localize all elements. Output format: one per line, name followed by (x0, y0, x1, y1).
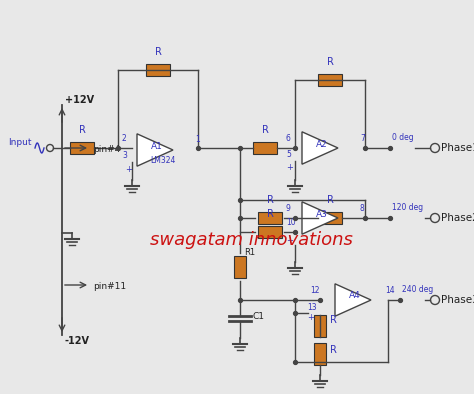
Text: +: + (286, 163, 293, 172)
Text: 12: 12 (310, 286, 319, 295)
Text: R: R (329, 345, 337, 355)
Bar (314, 343, 326, 365)
Text: R: R (155, 47, 162, 57)
Text: 14: 14 (385, 286, 395, 295)
Text: R: R (262, 125, 268, 135)
Text: +12V: +12V (65, 95, 94, 105)
Text: 6: 6 (286, 134, 291, 143)
Text: R: R (79, 125, 85, 135)
Text: Phase1: Phase1 (441, 143, 474, 153)
Text: R1: R1 (244, 248, 255, 257)
Text: +: + (125, 165, 132, 174)
Text: +: + (307, 313, 314, 322)
Text: +: + (286, 236, 293, 245)
Text: A1: A1 (151, 141, 163, 151)
Text: 3: 3 (122, 151, 127, 160)
Text: 10: 10 (286, 218, 296, 227)
Text: 2: 2 (122, 134, 127, 143)
Bar (234, 256, 246, 278)
Text: pin#11: pin#11 (93, 282, 126, 291)
Text: pin#4: pin#4 (93, 145, 120, 154)
Text: Phase3: Phase3 (441, 295, 474, 305)
Text: -12V: -12V (65, 336, 90, 346)
Text: A3: A3 (316, 210, 328, 219)
Bar (146, 64, 170, 76)
Text: C1: C1 (253, 312, 265, 321)
Text: 8: 8 (360, 204, 365, 213)
Text: swagatam innovations: swagatam innovations (150, 231, 353, 249)
Text: LM324: LM324 (150, 156, 176, 165)
Text: A4: A4 (349, 292, 361, 301)
Text: 240 deg: 240 deg (402, 285, 433, 294)
Text: 120 deg: 120 deg (392, 203, 423, 212)
Bar (318, 212, 342, 224)
Text: 9: 9 (286, 204, 291, 213)
Bar (253, 142, 277, 154)
Text: 7: 7 (360, 134, 365, 143)
Bar (70, 142, 94, 154)
Text: R: R (327, 57, 333, 67)
Text: Phase2: Phase2 (441, 213, 474, 223)
Text: R: R (266, 195, 273, 205)
Text: Input: Input (8, 138, 31, 147)
Bar (258, 212, 282, 224)
Text: R: R (329, 315, 337, 325)
Text: 1: 1 (195, 135, 200, 144)
Text: A2: A2 (316, 139, 328, 149)
Text: R: R (266, 209, 273, 219)
Text: 13: 13 (307, 303, 317, 312)
Polygon shape (302, 202, 338, 234)
Polygon shape (335, 284, 371, 316)
Polygon shape (137, 134, 173, 166)
Polygon shape (302, 132, 338, 164)
Bar (314, 315, 326, 337)
Bar (318, 74, 342, 86)
Text: R: R (327, 195, 333, 205)
Bar (258, 226, 282, 238)
Text: 0 deg: 0 deg (392, 133, 414, 142)
Text: 5: 5 (286, 150, 291, 159)
